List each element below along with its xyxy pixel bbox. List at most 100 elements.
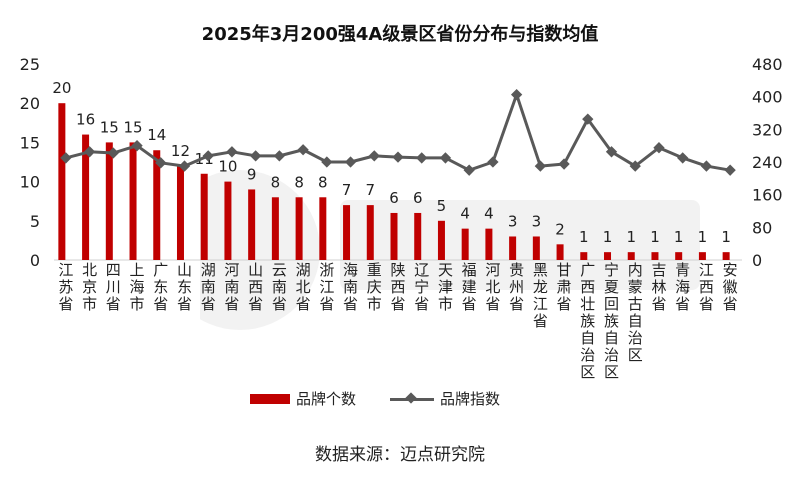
bar-data-label: 10 bbox=[218, 158, 237, 176]
legend-item-bars: 品牌个数 bbox=[250, 388, 356, 409]
line-marker bbox=[344, 156, 357, 168]
bar bbox=[461, 228, 469, 260]
category-label: 福建省 bbox=[462, 261, 477, 313]
bar bbox=[485, 228, 493, 260]
bar-data-label: 9 bbox=[247, 165, 257, 183]
line-marker bbox=[558, 158, 570, 170]
bar bbox=[105, 142, 113, 260]
category-label: 广西壮族自治区 bbox=[580, 261, 595, 381]
bar bbox=[58, 103, 66, 260]
category-label: 吉林省 bbox=[651, 261, 666, 313]
line-marker bbox=[226, 146, 238, 158]
bar bbox=[437, 220, 445, 260]
right-axis-tick-label: 240 bbox=[752, 153, 783, 172]
line-marker bbox=[416, 152, 428, 164]
category-label: 山东省 bbox=[177, 261, 192, 313]
category-label: 湖北省 bbox=[296, 261, 311, 313]
bar bbox=[604, 252, 612, 260]
category-label: 安徽省 bbox=[723, 261, 738, 313]
bar-data-label: 3 bbox=[532, 212, 542, 230]
category-label: 重庆市 bbox=[367, 261, 382, 313]
bar-data-label: 6 bbox=[413, 189, 423, 207]
line-marker bbox=[273, 150, 286, 162]
bar bbox=[295, 197, 303, 260]
category-label: 四川省 bbox=[106, 261, 121, 313]
line-marker bbox=[510, 88, 523, 101]
category-label: 甘肃省 bbox=[557, 261, 572, 313]
chart-title: 2025年3月200强4A级景区省份分布与指数均值 bbox=[201, 24, 599, 45]
category-label: 浙江省 bbox=[319, 261, 334, 313]
legend: 品牌个数 品牌指数 bbox=[250, 388, 534, 409]
bar bbox=[129, 142, 137, 260]
bar-data-label: 8 bbox=[318, 173, 328, 191]
bar bbox=[319, 197, 327, 260]
bar-data-label: 1 bbox=[698, 228, 708, 246]
line-marker bbox=[534, 160, 547, 172]
category-label: 天津市 bbox=[438, 261, 453, 313]
line-marker bbox=[463, 164, 475, 176]
bar bbox=[366, 205, 374, 260]
category-label: 陕西省 bbox=[390, 261, 405, 313]
line-marker bbox=[321, 156, 333, 168]
category-label: 江苏省 bbox=[58, 261, 73, 313]
legend-label-bars: 品牌个数 bbox=[296, 390, 357, 408]
bar-data-label: 1 bbox=[721, 228, 731, 246]
bar-data-label: 2 bbox=[555, 220, 565, 238]
left-axis-tick-label: 15 bbox=[20, 133, 40, 152]
line-marker bbox=[629, 160, 641, 172]
line-marker bbox=[605, 146, 618, 158]
left-axis-tick-label: 5 bbox=[30, 212, 40, 231]
category-label: 贵州省 bbox=[509, 261, 524, 313]
left-axis-tick-label: 20 bbox=[20, 94, 40, 113]
category-label: 北京市 bbox=[82, 261, 97, 313]
bar-data-label: 1 bbox=[579, 228, 589, 246]
bar bbox=[248, 189, 256, 260]
bar-data-label: 5 bbox=[437, 197, 447, 215]
bar-data-label: 8 bbox=[271, 173, 281, 191]
bar-data-label: 15 bbox=[123, 118, 142, 136]
category-label: 河南省 bbox=[224, 261, 239, 313]
bar-data-label: 6 bbox=[389, 189, 399, 207]
bar bbox=[627, 252, 635, 260]
right-axis-tick-label: 0 bbox=[752, 251, 762, 270]
category-label: 山西省 bbox=[248, 261, 263, 313]
bar bbox=[651, 252, 659, 260]
bar-data-label: 3 bbox=[508, 212, 518, 230]
category-label: 广东省 bbox=[153, 261, 168, 313]
bar-data-label: 4 bbox=[484, 205, 494, 223]
line-marker bbox=[392, 151, 404, 163]
source-note: 数据来源：迈点研究院 bbox=[315, 445, 485, 465]
category-label: 青海省 bbox=[675, 261, 690, 313]
bar-data-label: 4 bbox=[460, 205, 470, 223]
legend-swatch-bar bbox=[250, 393, 290, 404]
category-label: 宁夏回族自治区 bbox=[604, 261, 619, 381]
bar-data-label: 14 bbox=[147, 126, 166, 144]
legend-swatch-line bbox=[390, 394, 435, 404]
bar-data-label: 8 bbox=[294, 173, 304, 191]
line-marker bbox=[724, 164, 736, 176]
line-marker bbox=[249, 150, 262, 162]
bar-data-label: 7 bbox=[342, 181, 352, 199]
bar bbox=[343, 205, 351, 260]
bar-data-label: 7 bbox=[366, 181, 376, 199]
category-label: 海南省 bbox=[343, 261, 358, 313]
left-axis-tick-label: 10 bbox=[20, 173, 40, 192]
line-marker bbox=[487, 156, 499, 168]
category-label: 湖南省 bbox=[201, 261, 216, 313]
line-marker bbox=[297, 144, 309, 156]
bar bbox=[675, 252, 683, 260]
bar bbox=[580, 252, 588, 260]
line-marker bbox=[677, 152, 689, 164]
bar bbox=[532, 236, 540, 260]
bar bbox=[722, 252, 730, 260]
line-marker bbox=[202, 150, 214, 162]
bar-data-label: 12 bbox=[171, 142, 190, 160]
right-axis-tick-label: 400 bbox=[752, 88, 783, 107]
bar bbox=[200, 173, 208, 260]
category-label: 江西省 bbox=[699, 261, 714, 313]
right-axis-tick-label: 160 bbox=[752, 186, 783, 205]
bar-data-label: 1 bbox=[626, 228, 636, 246]
bar bbox=[390, 212, 398, 260]
bar-data-label: 15 bbox=[100, 118, 119, 136]
